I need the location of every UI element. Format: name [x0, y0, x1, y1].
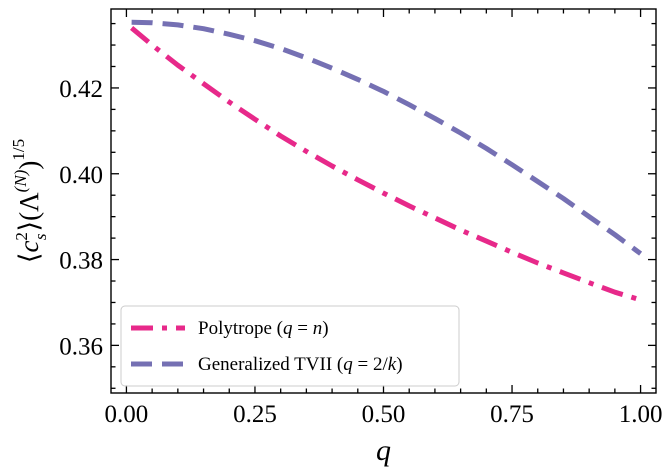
ylabel-c: c	[14, 241, 44, 253]
x-tick-label: 0.75	[490, 401, 534, 428]
plot-area	[129, 19, 643, 303]
ylabel-lparen: (	[14, 212, 44, 221]
legend-tvii-mid: = 2/	[353, 354, 389, 375]
ylabel-c-sub: s	[31, 233, 50, 240]
legend-label-tvii: Generalized TVII (q = 2/k)	[198, 354, 403, 375]
legend-tvii-rhs: k	[388, 354, 397, 375]
x-tick-label: 1.00	[619, 401, 663, 428]
y-tick-label: 0.40	[59, 162, 103, 189]
y-axis-label: ⟨c2s⟩(Λ(N))1/5	[9, 139, 50, 263]
ylabel-lambda: Λ	[14, 192, 44, 212]
series-line-polytrope	[129, 25, 642, 303]
legend: Polytrope (q = n) Generalized TVII (q = …	[120, 305, 460, 387]
y-tick-label: 0.36	[59, 333, 103, 360]
ylabel-power: 1/5	[9, 139, 28, 161]
svg-text:⟨c2s⟩(Λ(N))1/5: ⟨c2s⟩(Λ(N))1/5	[9, 139, 50, 263]
legend-tvii-prefix: Generalized TVII (	[198, 354, 343, 375]
ylabel-close: ⟩	[14, 221, 44, 232]
legend-tvii-var: q	[343, 354, 353, 375]
legend-tvii-suffix: )	[396, 354, 402, 375]
series-line-tvii	[131, 19, 643, 256]
legend-polytrope-prefix: Polytrope (	[198, 318, 283, 339]
axis-ticks: 0.00 0.25 0.50 0.75 1.00 0.36 0.38 0.40 0.42	[59, 9, 662, 428]
legend-polytrope-mid: =	[292, 318, 312, 339]
y-tick-label: 0.42	[59, 76, 103, 103]
ylabel-c-sup: 2	[12, 232, 31, 241]
legend-polytrope-var: q	[283, 318, 293, 339]
x-tick-label: 0.50	[362, 401, 406, 428]
y-tick-label: 0.38	[59, 248, 103, 275]
plot-frame	[110, 8, 657, 394]
ylabel-lambda-sup: (N)	[11, 169, 30, 192]
legend-label-polytrope: Polytrope (q = n)	[198, 318, 329, 339]
x-tick-label: 0.00	[105, 401, 149, 428]
ylabel-open: ⟨	[14, 253, 44, 264]
x-tick-label: 0.25	[233, 401, 277, 428]
x-axis-label: q	[376, 434, 391, 467]
legend-polytrope-suffix: )	[322, 318, 328, 339]
ylabel-rparen: )	[14, 161, 44, 170]
axis-labels: q ⟨c2s⟩(Λ(N))1/5	[9, 139, 391, 467]
legend-polytrope-rhs: n	[313, 318, 323, 339]
legend-box	[120, 305, 460, 387]
